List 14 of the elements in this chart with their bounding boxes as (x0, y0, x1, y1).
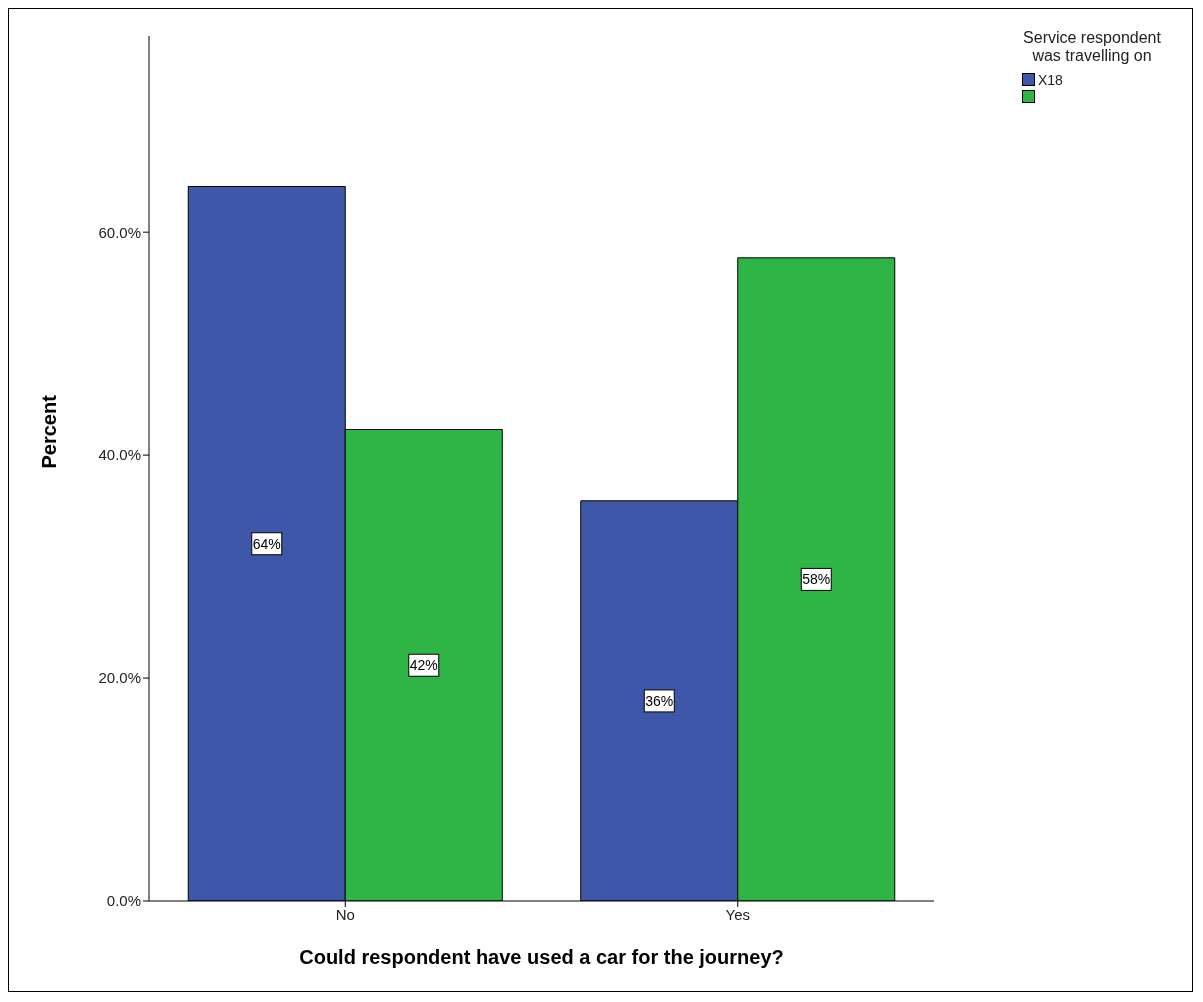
data-label: 36% (645, 692, 674, 709)
y-tick-label: 40.0% (98, 446, 141, 464)
y-tick-label: 0.0% (106, 892, 141, 910)
y-axis-title: Percent (38, 394, 61, 469)
legend-label: X18 (1038, 71, 1063, 88)
data-label: 42% (409, 657, 438, 674)
data-label: 64% (252, 535, 281, 552)
legend-title: Service respondent was travelling on (1022, 29, 1162, 65)
x-tick-label: No (335, 905, 355, 923)
y-tick-label: 20.0% (98, 669, 141, 687)
data-label: 58% (802, 571, 831, 588)
y-tick-label: 60.0% (98, 223, 141, 241)
x-axis-title: Could respondent have used a car for the journey? (299, 946, 784, 968)
x-tick-label: Yes (725, 905, 750, 923)
